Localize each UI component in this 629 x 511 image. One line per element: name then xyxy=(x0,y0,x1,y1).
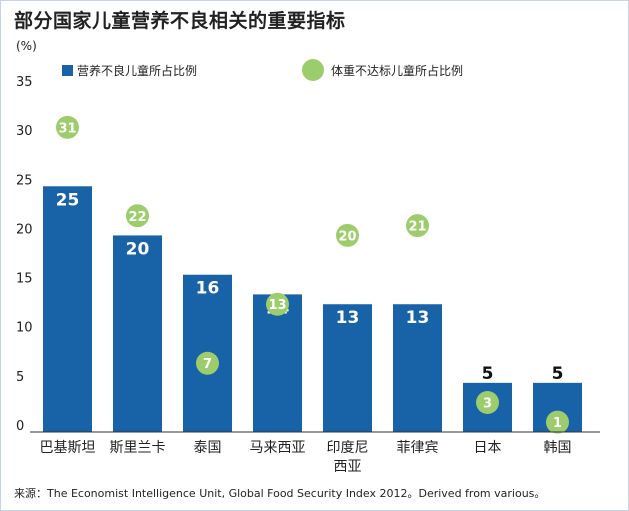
y-tick-label: 10 xyxy=(16,321,33,336)
x-tick-label: 韩国 xyxy=(544,440,572,456)
y-tick-label: 15 xyxy=(16,272,33,287)
x-tick-label: 日本 xyxy=(474,440,502,456)
legend: 营养不良儿童所占比例 体重不达标儿童所占比例 xyxy=(62,59,463,81)
dot xyxy=(476,391,499,415)
dot-value-label: 1 xyxy=(553,416,562,431)
y-axis: 0 5 10 15 20 25 30 35 xyxy=(16,75,33,434)
dot xyxy=(336,223,359,247)
x-tick-label: 菲律宾 xyxy=(397,440,439,456)
x-tick-label: 泰国 xyxy=(194,440,222,456)
source-note: 来源：The Economist Intelligence Unit, Glob… xyxy=(14,487,546,500)
bar-value-label: 16 xyxy=(196,279,220,299)
bars: 25201614131355 xyxy=(43,186,582,432)
bar-value-label: 25 xyxy=(56,190,80,210)
dot-value-label: 21 xyxy=(408,220,426,235)
legend-bar-swatch xyxy=(62,65,73,76)
dot xyxy=(126,204,149,228)
bar-value-label: 13 xyxy=(336,308,360,328)
bar-value-label: 13 xyxy=(406,308,430,328)
dot-value-label: 13 xyxy=(268,298,286,313)
dot xyxy=(546,410,569,434)
y-axis-unit: (%) xyxy=(16,39,37,53)
dot-value-label: 31 xyxy=(58,121,76,136)
dot-value-label: 20 xyxy=(338,229,356,244)
y-tick-label: 25 xyxy=(16,173,33,188)
x-tick-label: 印度尼 xyxy=(327,440,369,456)
bar xyxy=(43,186,92,432)
y-tick-label: 35 xyxy=(16,75,33,90)
bar-value-label: 5 xyxy=(552,364,564,384)
x-tick-label: 斯里兰卡 xyxy=(110,440,166,456)
dot-value-label: 22 xyxy=(128,210,146,225)
y-tick-label: 0 xyxy=(16,419,24,434)
dot xyxy=(406,214,429,238)
y-tick-label: 5 xyxy=(16,370,24,385)
bar xyxy=(393,304,442,432)
x-tick-label: 巴基斯坦 xyxy=(40,439,96,456)
y-tick-label: 30 xyxy=(16,124,33,139)
bar xyxy=(323,304,372,432)
dot-value-label: 3 xyxy=(483,397,492,412)
dot-value-label: 7 xyxy=(203,357,212,372)
bar-value-label: 20 xyxy=(126,239,150,259)
x-tick-label: 马来西亚 xyxy=(250,440,306,456)
chart-title: 部分国家儿童营养不良相关的重要指标 xyxy=(14,10,346,32)
legend-bar-label: 营养不良儿童所占比例 xyxy=(77,63,197,78)
bar-chart: (%) 营养不良儿童所占比例 体重不达标儿童所占比例 0510152025303… xyxy=(16,39,600,475)
x-tick-label: 西亚 xyxy=(334,459,362,475)
dot xyxy=(196,351,219,375)
dot xyxy=(56,115,79,139)
bar xyxy=(253,294,302,432)
y-tick-label: 20 xyxy=(16,222,33,237)
bar-value-label: 5 xyxy=(482,364,494,384)
bar xyxy=(113,235,162,432)
dot xyxy=(266,292,289,316)
legend-dot-swatch xyxy=(302,59,324,81)
legend-dot-label: 体重不达标儿童所占比例 xyxy=(331,63,463,78)
